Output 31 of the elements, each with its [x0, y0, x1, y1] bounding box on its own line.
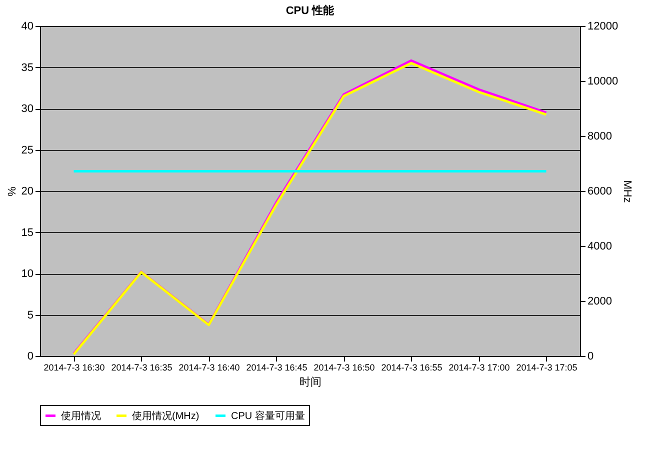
- chart-title: CPU 性能: [286, 4, 336, 17]
- y2-tick-label: 2000: [588, 296, 612, 308]
- x-tick-label: 2014-7-3 16:45: [246, 362, 308, 372]
- y2-tick-label: 4000: [588, 240, 612, 252]
- x-tick-label: 2014-7-3 16:35: [111, 362, 172, 372]
- x-tick-label: 2014-7-3 16:50: [314, 362, 375, 372]
- x-tick-label: 2014-7-3 16:40: [178, 362, 240, 372]
- y-tick-label: 20: [21, 186, 34, 198]
- x-tick-label: 2014-7-3 17:05: [516, 362, 578, 372]
- y2-axis-title: MHz: [621, 180, 634, 203]
- y-tick-label: 15: [21, 226, 34, 239]
- legend-label: 使用情况(MHz): [132, 410, 200, 422]
- x-axis-title: 时间: [300, 376, 322, 388]
- legend-label: CPU 容量可用量: [231, 410, 305, 422]
- y2-tick-label: 12000: [588, 20, 618, 32]
- y2-tick-label: 6000: [588, 186, 612, 198]
- y-tick-label: 40: [21, 20, 34, 32]
- y-tick-label: 10: [21, 268, 34, 280]
- y-tick-label: 0: [27, 350, 34, 362]
- y2-tick-label: 0: [588, 350, 594, 362]
- legend-label: 使用情况: [61, 410, 101, 422]
- x-tick-label: 2014-7-3 16:30: [44, 362, 105, 372]
- x-tick-label: 2014-7-3 16:55: [381, 362, 442, 372]
- y-axis-title: %: [6, 186, 18, 196]
- y-tick-label: 5: [27, 309, 34, 322]
- y-tick-label: 35: [21, 62, 34, 74]
- x-tick-label: 2014-7-3 17:00: [448, 362, 510, 372]
- y-tick-label: 30: [21, 103, 34, 115]
- y2-tick-label: 8000: [588, 130, 612, 142]
- y-tick-label: 25: [21, 144, 34, 156]
- y2-tick-label: 10000: [588, 76, 618, 88]
